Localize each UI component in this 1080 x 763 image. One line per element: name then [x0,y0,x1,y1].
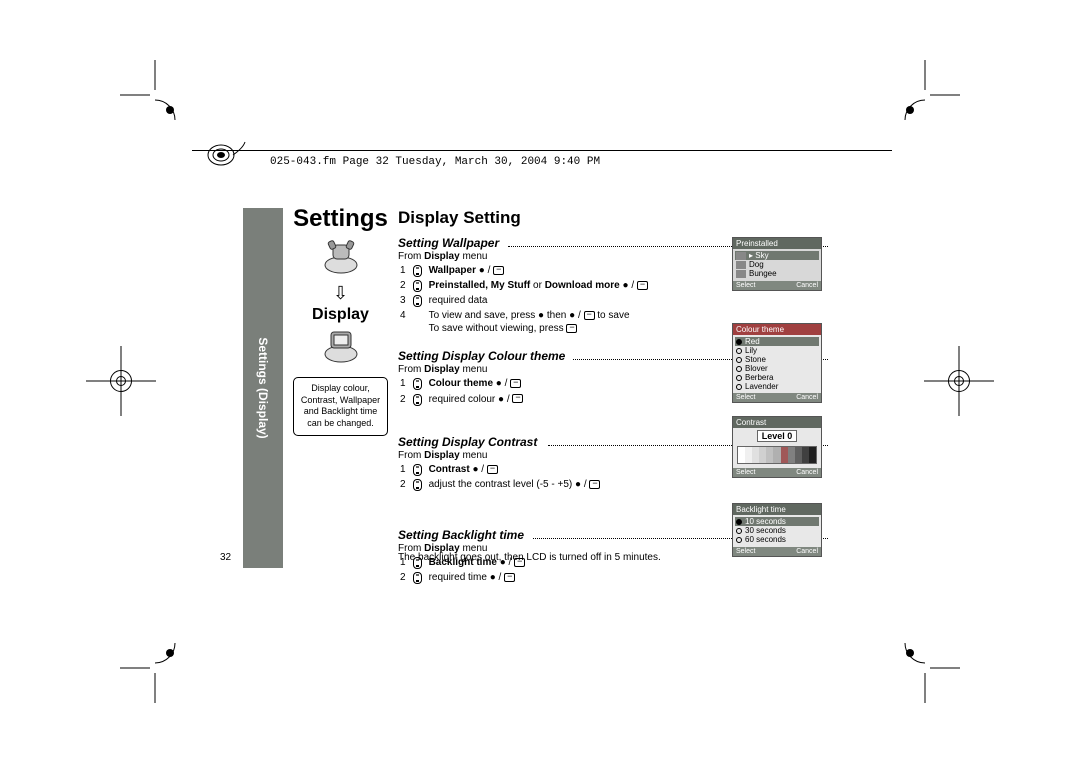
thumb-item: 30 seconds [735,526,819,535]
description-box: Display colour, Contrast, Wallpaper and … [293,377,388,436]
key-icon [637,281,648,290]
key-icon [566,324,577,333]
registration-mark-left [110,370,132,392]
key-icon [487,465,498,474]
nav-icon [413,378,422,390]
colour-thumb: Colour theme RedLilyStoneBloverBerberaLa… [732,323,822,403]
thumb-item: Blover [735,364,819,373]
nav-icon [413,572,422,584]
sidebar-label: Settings (Display) [256,337,270,438]
contrast-bars [737,446,817,464]
header-file-info: 025-043.fm Page 32 Tuesday, March 30, 20… [270,156,600,168]
thumb-item: ▸ Sky [735,251,819,260]
key-icon [512,394,523,403]
colour-steps: 1Colour theme ● / 2required colour ● / [398,376,529,408]
thumb-item: Lily [735,346,819,355]
key-icon [584,311,595,320]
settings-icon [293,239,388,280]
crop-mark-tl [120,60,190,130]
nav-icon [413,394,422,406]
nav-icon [413,295,422,307]
sub-title: Display [293,306,388,324]
nav-icon [413,479,422,491]
crop-mark-tr [890,60,960,130]
thumb-item: Dog [735,260,819,269]
key-icon [504,573,515,582]
contrast-steps: 1Contrast ● / 2adjust the contrast level… [398,462,606,494]
page-number: 32 [220,552,231,563]
contrast-thumb: Contrast Level 0 SelectCancel [732,416,822,478]
swirl-icon [205,140,247,175]
section-title: Display Setting [398,208,828,228]
thumb-item: 60 seconds [735,535,819,544]
key-icon [493,266,504,275]
sidebar-tab: Settings (Display) [243,208,283,568]
header-rule [192,150,892,151]
wallpaper-thumb: Preinstalled ▸ SkyDogBungee SelectCancel [732,237,822,291]
key-icon [510,379,521,388]
contrast-level: Level 0 [757,430,798,442]
thumb-item: Stone [735,355,819,364]
nav-icon [413,265,422,277]
wallpaper-steps: 1Wallpaper ● / 2Preinstalled, My Stuff o… [398,263,654,337]
footnote: The backlight goes out, then LCD is turn… [398,552,661,563]
thumb-item: Red [735,337,819,346]
display-icon [293,328,388,369]
thumb-item: Berbera [735,373,819,382]
nav-icon [413,280,422,292]
page-title: Settings [293,205,388,233]
thumb-item: Bungee [735,269,819,278]
crop-mark-br [890,633,960,703]
thumb-item: Lavender [735,382,819,391]
nav-icon [413,464,422,476]
arrow-down-icon: ⇩ [293,284,388,302]
backlight-thumb: Backlight time 10 seconds30 seconds60 se… [732,503,822,557]
key-icon [589,480,600,489]
left-column: Settings ⇩ Display Display colour, Contr… [293,205,388,436]
thumb-item: 10 seconds [735,517,819,526]
registration-mark-right [948,370,970,392]
crop-mark-bl [120,633,190,703]
